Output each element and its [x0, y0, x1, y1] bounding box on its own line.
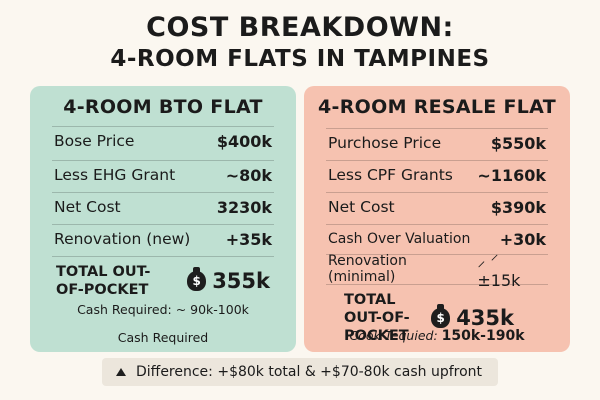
total-value: 435k — [456, 306, 514, 330]
resale-total: TOTAL OUT-OF-POCKET $ 435k — [326, 284, 548, 345]
bto-row-renovation: Renovation (new) +35k — [52, 224, 274, 253]
triangle-up-icon — [116, 368, 126, 376]
cash-note-value: 150k-190k — [441, 328, 525, 344]
page-subtitle: 4-ROOM FLATS IN TAMPINES — [110, 46, 490, 72]
row-value: $390k — [490, 197, 546, 217]
difference-text: Difference: +$80k total & +$70-80k cash … — [136, 364, 483, 380]
row-label: Renovation (minimal) — [328, 253, 407, 285]
row-value: $550k — [490, 133, 546, 153]
resale-row-purchase-price: Purchose Price $550k — [326, 128, 548, 157]
bto-cash-note: Cash Required: ~ 90k-100k — [77, 302, 249, 317]
total-value-group: $ 355k — [187, 267, 270, 293]
row-value: $400k — [216, 131, 272, 151]
bto-cash-note-2: Cash Required — [117, 330, 209, 345]
bto-row-grant: Less EHG Grant ~80k — [52, 160, 274, 189]
row-value: ⸝ ⸍ ±15k — [477, 250, 521, 290]
resale-cash-note: Cook Tequied: 150k-190k — [304, 328, 570, 344]
resale-row-cov: Cash Over Valuation +30k — [326, 224, 548, 253]
difference-banner: Difference: +$80k total & +$70-80k cash … — [102, 358, 498, 386]
resale-card-title: 4-ROOM RESALE FLAT — [318, 96, 556, 118]
row-value: 3230k — [216, 197, 272, 217]
row-label: Net Cost — [54, 198, 121, 216]
cash-note-label: Cook Tequied: — [349, 328, 438, 343]
row-label: Renovation (new) — [54, 230, 191, 248]
row-label: Cash Over Valuation — [328, 231, 471, 247]
total-value: 355k — [212, 269, 270, 293]
row-value: ~80k — [225, 165, 272, 185]
bto-card: 4-ROOM BTO FLAT Bose Price $400k Less EH… — [30, 86, 296, 352]
page-title: COST BREAKDOWN: — [146, 12, 454, 43]
resale-row-grants: Less CPF Grants ~1160k — [326, 160, 548, 189]
resale-card: 4-ROOM RESALE FLAT Purchose Price $550k … — [304, 86, 570, 352]
total-value-group: $ 435k — [431, 304, 544, 330]
money-bag-icon: $ — [431, 304, 451, 328]
resale-row-renovation: Renovation (minimal) ⸝ ⸍ ±15k — [326, 251, 548, 290]
row-label: Bose Price — [54, 132, 135, 150]
row-label: Less CPF Grants — [328, 166, 453, 184]
row-value: ~1160k — [477, 165, 546, 185]
bto-card-title: 4-ROOM BTO FLAT — [63, 96, 263, 118]
total-label: TOTAL OUT-OF-POCKET — [344, 292, 410, 344]
row-label: Net Cost — [328, 198, 395, 216]
row-value: +35k — [225, 229, 272, 249]
row-value: +30k — [499, 229, 546, 249]
bto-row-net-cost: Net Cost 3230k — [52, 192, 274, 221]
total-label: TOTAL OUT-OF-POCKET — [56, 264, 151, 298]
resale-row-net-cost: Net Cost $390k — [326, 192, 548, 221]
row-label: Less EHG Grant — [54, 166, 176, 184]
money-bag-icon: $ — [187, 267, 207, 291]
bto-row-base-price: Bose Price $400k — [52, 126, 274, 155]
bto-total: TOTAL OUT-OF-POCKET $ 355k — [52, 256, 274, 299]
row-label: Purchose Price — [328, 134, 442, 152]
